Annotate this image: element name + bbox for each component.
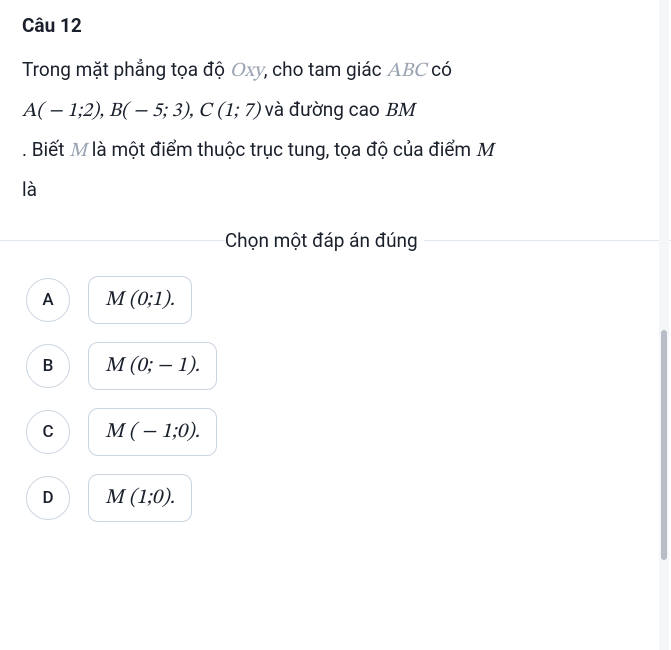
option-a[interactable]: A M (0;1). — [26, 276, 632, 324]
question-title: Câu 12 — [22, 14, 632, 37]
prompt-text-6: là một điểm thuộc trục tung, tọa độ của … — [87, 138, 476, 161]
option-d-box[interactable]: M (1;0). — [88, 474, 192, 522]
option-d-letter[interactable]: D — [26, 476, 70, 520]
options-list: A M (0;1). B M (0; − 1). C M ( − 1;0). D… — [26, 276, 632, 522]
option-c[interactable]: C M ( − 1;0). — [26, 408, 632, 456]
prompt-text-3: có — [426, 58, 452, 81]
prompt-m2: M — [476, 141, 494, 161]
option-a-box[interactable]: M (0;1). — [88, 276, 192, 324]
options-container: A M (0;1). B M (0; − 1). C M ( − 1;0). D… — [0, 276, 654, 522]
prompt-text-1: Trong mặt phẳng tọa độ — [22, 58, 230, 81]
prompt-coords: A( − 1;2), B( − 5; 3), C (1; 7) — [22, 101, 260, 121]
instruction-row: Chọn một đáp án đúng — [0, 229, 671, 252]
question-container: Câu 12 Trong mặt phẳng tọa độ Oxy, cho t… — [0, 0, 654, 209]
option-d[interactable]: D M (1;0). — [26, 474, 632, 522]
prompt-abc: ABC — [386, 61, 426, 81]
prompt-text-2: , cho tam giác — [264, 58, 387, 81]
scrollbar-thumb[interactable] — [661, 330, 667, 560]
divider-right — [424, 240, 671, 241]
prompt-bm: BM — [384, 101, 414, 121]
option-a-letter[interactable]: A — [26, 278, 70, 322]
divider-left — [0, 240, 225, 241]
option-c-box[interactable]: M ( − 1;0). — [88, 408, 217, 456]
prompt-oxy: Oxy — [230, 61, 264, 81]
instruction-text: Chọn một đáp án đúng — [225, 229, 424, 252]
scrollbar-track[interactable] — [659, 0, 669, 650]
option-c-math: M ( − 1;0). — [105, 419, 200, 445]
option-d-math: M (1;0). — [105, 485, 175, 511]
option-a-math: M (0;1). — [105, 287, 175, 313]
prompt-m1: M — [69, 141, 87, 161]
option-b-math: M (0; − 1). — [105, 353, 200, 379]
option-b-letter[interactable]: B — [26, 344, 70, 388]
prompt-text-4: và đường cao — [260, 98, 385, 121]
question-prompt: Trong mặt phẳng tọa độ Oxy, cho tam giác… — [22, 51, 632, 209]
option-c-letter[interactable]: C — [26, 410, 70, 454]
prompt-text-5: . Biết — [22, 138, 69, 161]
prompt-text-7: là — [22, 178, 37, 201]
option-b-box[interactable]: M (0; − 1). — [88, 342, 217, 390]
option-b[interactable]: B M (0; − 1). — [26, 342, 632, 390]
